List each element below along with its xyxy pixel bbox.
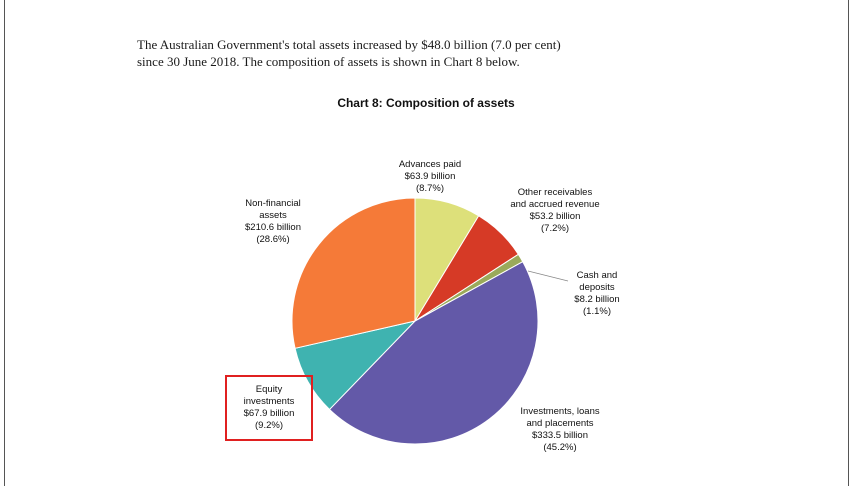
label-investments-loans: Investments, loans and placements $333.5… [505, 406, 615, 454]
label-advances-paid-line-3: (8.7%) [416, 183, 444, 194]
label-cash-deposits-line-1: Cash and [576, 270, 618, 281]
intro-line-1: The Australian Government's total assets… [137, 37, 561, 52]
label-non-financial-assets-line-4: (28.6%) [256, 234, 290, 245]
label-other-receivables-line-1: Other receivables [517, 187, 593, 198]
label-cash-deposits: Cash and deposits $8.2 billion (1.1%) [557, 270, 637, 318]
label-investments-loans-line-1: Investments, loans [520, 406, 600, 417]
label-other-receivables: Other receivables and accrued revenue $5… [496, 187, 614, 235]
label-equity-investments-line-1: Equity [255, 384, 283, 395]
label-equity-investments: Equity investments $67.9 billion (9.2%) [227, 384, 311, 432]
label-non-financial-assets-line-3: $210.6 billion [245, 222, 301, 233]
label-cash-deposits-line-4: (1.1%) [583, 306, 611, 317]
label-advances-paid: Advances paid $63.9 billion (8.7%) [385, 159, 475, 195]
label-non-financial-assets: Non-financial assets $210.6 billion (28.… [228, 198, 318, 246]
equity-highlight-box [225, 375, 313, 441]
label-investments-loans-line-2: and placements [526, 418, 594, 429]
label-advances-paid-line-1: Advances paid [398, 159, 462, 170]
label-equity-investments-line-3: $67.9 billion [243, 408, 295, 419]
label-investments-loans-line-4: (45.2%) [543, 442, 577, 453]
chart-title: Chart 8: Composition of assets [337, 96, 515, 110]
label-other-receivables-line-4: (7.2%) [541, 223, 569, 234]
label-equity-investments-line-2: investments [243, 396, 295, 407]
label-equity-investments-line-4: (9.2%) [255, 420, 283, 431]
pie-slice-non-financial-assets [291, 197, 416, 349]
intro-line-2: since 30 June 2018. The composition of a… [137, 54, 520, 69]
cash-leader-line [527, 270, 569, 282]
intro-paragraph: The Australian Government's total assets… [137, 36, 737, 70]
label-investments-loans-line-3: $333.5 billion [532, 430, 588, 441]
page-frame [4, 0, 849, 486]
label-advances-paid-line-2: $63.9 billion [404, 171, 456, 182]
label-non-financial-assets-line-2: assets [259, 210, 287, 221]
label-cash-deposits-line-2: deposits [579, 282, 615, 293]
label-cash-deposits-line-3: $8.2 billion [574, 294, 620, 305]
label-other-receivables-line-3: $53.2 billion [529, 211, 581, 222]
pie-slice-investments-loans-and-placements [328, 261, 539, 445]
label-non-financial-assets-line-1: Non-financial [245, 198, 301, 209]
label-other-receivables-line-2: and accrued revenue [510, 199, 600, 210]
